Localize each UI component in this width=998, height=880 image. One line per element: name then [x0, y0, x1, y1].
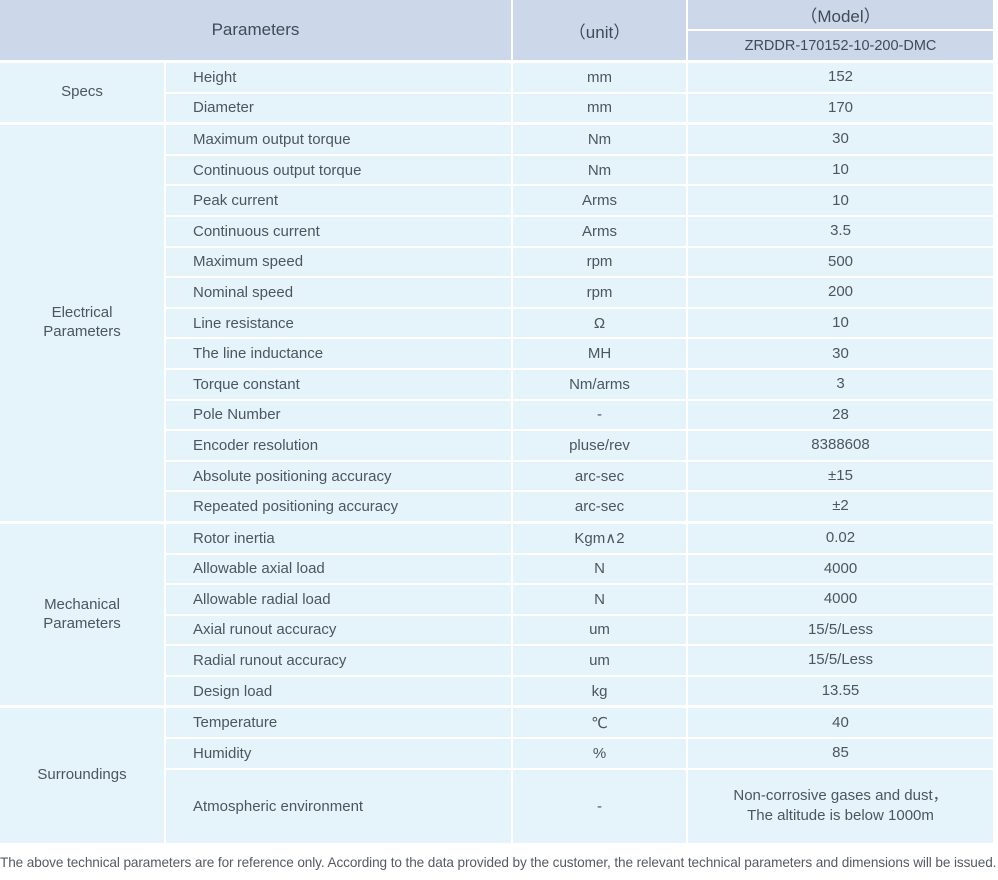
model-value: 28: [688, 400, 993, 430]
unit-value: mm: [513, 93, 686, 123]
parameter-name: Humidity: [166, 739, 511, 768]
group-label-text: Mechanical Parameters: [43, 595, 121, 632]
model-value: 13.55: [688, 676, 993, 706]
parameter-name: Allowable radial load: [166, 585, 511, 614]
model-value: 10: [688, 308, 993, 338]
table-section: Specs Height mm 152 Diameter mm 170: [0, 63, 993, 123]
parameter-name: Continuous output torque: [166, 155, 511, 185]
group-label: Specs: [0, 63, 164, 123]
unit-value: ℃: [513, 708, 686, 738]
spec-table: Parameters （unit） （Model） ZRDDR-170152-1…: [0, 0, 993, 843]
unit-value: mm: [513, 63, 686, 92]
model-value: Non-corrosive gases and dust， The altitu…: [688, 769, 993, 843]
parameter-name: Encoder resolution: [166, 431, 511, 460]
parameter-name: Temperature: [166, 708, 511, 738]
model-value: 4000: [688, 585, 993, 614]
parameter-name: Absolute positioning accuracy: [166, 461, 511, 491]
parameter-name: Maximum output torque: [166, 125, 511, 154]
unit-value: -: [513, 400, 686, 430]
model-value: 10: [688, 155, 993, 185]
unit-value: Arms: [513, 186, 686, 215]
parameter-name: Pole Number: [166, 400, 511, 430]
header-unit: （unit）: [513, 0, 686, 60]
unit-value: MH: [513, 339, 686, 368]
parameter-name: Maximum speed: [166, 247, 511, 277]
model-value: 500: [688, 247, 993, 277]
parameter-name: Rotor inertia: [166, 523, 511, 553]
parameter-name: Line resistance: [166, 308, 511, 338]
model-value: 30: [688, 125, 993, 154]
parameter-name: Nominal speed: [166, 278, 511, 307]
unit-value: arc-sec: [513, 461, 686, 491]
model-value: 8388608: [688, 431, 993, 460]
model-value: 85: [688, 739, 993, 768]
unit-value: pluse/rev: [513, 431, 686, 460]
table-section: Surroundings Temperature ℃ 40 Humidity% 85 Atm…: [0, 708, 993, 843]
header-model-number: ZRDDR-170152-10-200-DMC: [688, 31, 993, 60]
parameter-name: Continuous current: [166, 216, 511, 246]
parameter-name: Height: [166, 63, 511, 92]
model-value: ±15: [688, 461, 993, 491]
unit-value: rpm: [513, 247, 686, 277]
model-value: 170: [688, 93, 993, 123]
group-label: Mechanical Parameters: [0, 523, 164, 706]
model-value: 10: [688, 186, 993, 215]
table-header: Parameters （unit） （Model） ZRDDR-170152-1…: [0, 0, 993, 60]
parameter-name: Repeated positioning accuracy: [166, 492, 511, 521]
group-label-text: Specs: [61, 83, 103, 101]
model-value: ±2: [688, 492, 993, 521]
unit-value: -: [513, 769, 686, 843]
header-parameters: Parameters: [0, 0, 511, 60]
parameter-name: Atmospheric environment: [166, 769, 511, 843]
parameter-name: Diameter: [166, 93, 511, 123]
unit-value: N: [513, 585, 686, 614]
parameter-name: The line inductance: [166, 339, 511, 368]
model-value: 4000: [688, 554, 993, 584]
unit-value: Nm: [513, 155, 686, 185]
model-value: 15/5/Less: [688, 615, 993, 645]
unit-value: Kgm∧2: [513, 523, 686, 553]
unit-value: um: [513, 615, 686, 645]
unit-value: Ω: [513, 308, 686, 338]
parameter-name: Radial runout accuracy: [166, 646, 511, 675]
unit-value: %: [513, 739, 686, 768]
parameter-name: Allowable axial load: [166, 554, 511, 584]
group-label-text: Surroundings: [37, 766, 127, 784]
parameter-name: Peak current: [166, 186, 511, 215]
unit-value: Nm/arms: [513, 369, 686, 399]
model-value: 15/5/Less: [688, 646, 993, 675]
parameter-name: Torque constant: [166, 369, 511, 399]
model-value: 200: [688, 278, 993, 307]
unit-value: um: [513, 646, 686, 675]
footer-note: The above technical parameters are for r…: [0, 854, 997, 870]
model-value: 3: [688, 369, 993, 399]
table-section: Mechanical Parameters Rotor inertia Kgm∧2 0…: [0, 523, 993, 706]
unit-value: arc-sec: [513, 492, 686, 521]
unit-value: Arms: [513, 216, 686, 246]
unit-value: rpm: [513, 278, 686, 307]
header-model: （Model）: [688, 0, 993, 29]
table-body: Specs Height mm 152 Diameter mm 170 Electrical …: [0, 63, 993, 843]
model-value: 40: [688, 708, 993, 738]
group-label-text: Electrical Parameters: [43, 304, 121, 341]
parameter-name: Axial runout accuracy: [166, 615, 511, 645]
model-value: 3.5: [688, 216, 993, 246]
parameter-name: Design load: [166, 676, 511, 706]
unit-value: kg: [513, 676, 686, 706]
model-value: 0.02: [688, 523, 993, 553]
group-label: Surroundings: [0, 708, 164, 843]
group-label: Electrical Parameters: [0, 125, 164, 521]
model-value: 152: [688, 63, 993, 92]
table-section: Electrical Parameters Maximum output torq…: [0, 125, 993, 521]
model-value: 30: [688, 339, 993, 368]
unit-value: Nm: [513, 125, 686, 154]
unit-value: N: [513, 554, 686, 584]
